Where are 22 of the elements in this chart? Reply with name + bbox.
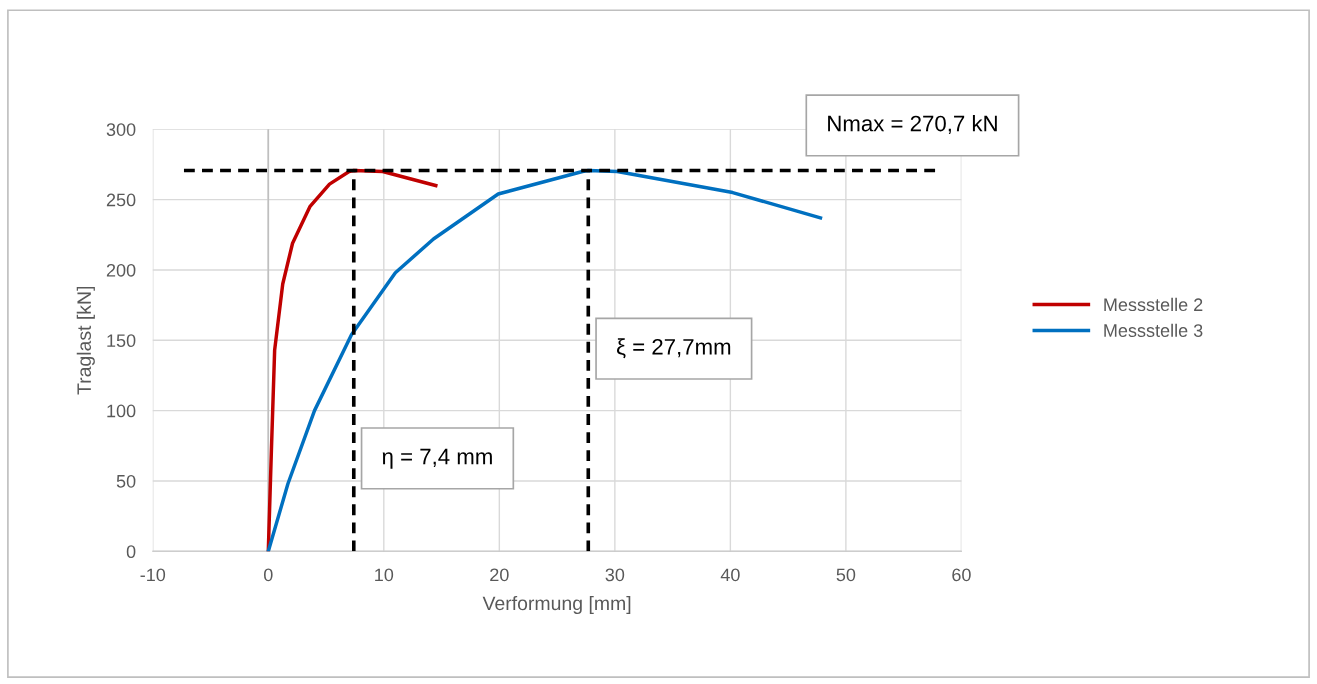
x-tick-label: 40 [720,568,740,582]
x-axis-title: Verformung [mm] [482,595,631,615]
y-tick-label: 50 [116,474,136,488]
x-tick-label: -10 [140,568,166,582]
x-tick-label: 10 [375,568,394,582]
x-tick-label: 0 [263,568,273,582]
x-tick-label: 20 [490,568,509,582]
x-tick-label: 60 [952,568,971,582]
annotation: η = 7,4 mm [382,448,492,469]
annotation: Nmax = 270,7 kN [828,115,997,134]
legend-label: Messstelle 3 [1104,323,1203,337]
y-tick-label: 300 [106,123,136,136]
y-tick-label: 250 [106,193,136,207]
y-tick-label: 200 [106,263,136,277]
x-tick-label: 50 [836,568,856,582]
x-tick-label: 30 [605,568,625,582]
annotation: ξ = 27,7mm [616,338,731,359]
y-axis-title: Traglast [kN] [76,286,95,395]
y-tick-label: 100 [107,404,136,418]
y-tick-label: 0 [126,545,136,559]
y-tick-label: 150 [107,334,136,348]
legend-label: Messstelle 2 [1104,297,1203,312]
